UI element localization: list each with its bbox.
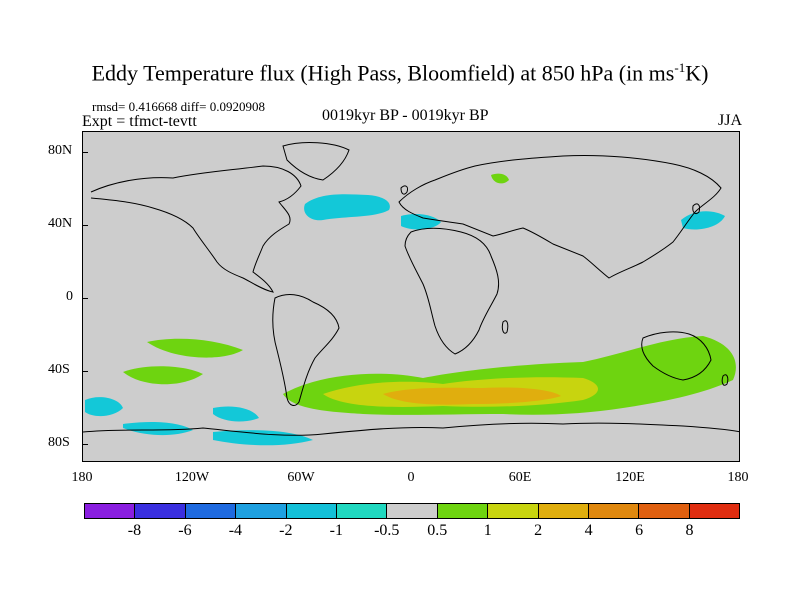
lat-tick — [82, 225, 88, 226]
season-text: JJA — [717, 112, 742, 129]
colorbar-segment — [588, 504, 640, 518]
title-main: Eddy Temperature flux (High Pass, Bloomf… — [91, 60, 675, 86]
lat-label-40s: 40S — [48, 362, 70, 377]
colorbar-label: -1 — [329, 522, 343, 539]
colorbar-segment — [437, 504, 489, 518]
colorbar-label: -8 — [127, 522, 142, 539]
lat-tick — [82, 152, 88, 153]
period-text: 0019kyr BP - 0019kyr BP — [322, 107, 489, 124]
colorbar-segment — [135, 504, 186, 518]
lon-label-60e: 60E — [508, 470, 532, 485]
stats-text: rmsd= 0.416668 diff= 0.0920908 — [92, 99, 265, 114]
lon-label-120w: 120W — [174, 470, 210, 485]
colorbar-segment — [185, 504, 237, 518]
colorbar-segment — [85, 504, 136, 518]
colorbar-label: 8 — [685, 522, 694, 539]
colorbar-label: -4 — [228, 522, 243, 539]
plot-title: Eddy Temperature flux (High Pass, Bloomf… — [0, 60, 800, 86]
lon-label-0: 0 — [407, 470, 415, 485]
title-tail: K) — [685, 60, 709, 86]
colorbar-label: -0.5 — [374, 522, 400, 539]
south-pacific-negative — [85, 397, 313, 446]
africa-coast — [404, 227, 500, 355]
lon-label-180w: 180 — [71, 470, 93, 485]
southern-ocean-max — [383, 387, 561, 405]
colorbar-label: 0.5 — [427, 522, 448, 539]
siberia-positive — [491, 173, 509, 184]
coastlines — [83, 142, 739, 436]
map-canvas — [83, 142, 739, 446]
colorbar-label: -6 — [178, 522, 192, 539]
anomaly-fills — [85, 173, 736, 446]
experiment-text: Expt = tfmct-tevtt — [82, 113, 197, 130]
world-map — [82, 131, 740, 462]
colorbar-segment — [639, 504, 690, 518]
colorbar-segment — [387, 504, 438, 518]
title-superscript: -1 — [674, 60, 686, 75]
antarctica-coast — [83, 422, 739, 436]
greenland-coast — [282, 142, 350, 181]
lat-label-80n: 80N — [48, 143, 73, 158]
colorbar-segment — [236, 504, 287, 518]
colorbar-label: -2 — [279, 522, 293, 539]
eurasia-coast — [398, 154, 722, 279]
lat-label-80s: 80S — [48, 435, 70, 450]
colorbar-label: 2 — [534, 522, 543, 539]
japan-coast — [692, 203, 700, 215]
colorbar-segment — [488, 504, 539, 518]
lat-label-40n: 40N — [48, 216, 73, 231]
north-atlantic-negative — [304, 194, 390, 221]
new-zealand-coast — [721, 374, 729, 386]
colorbar-segment — [538, 504, 589, 518]
colorbar-segment — [286, 504, 337, 518]
colorbar-segment — [336, 504, 388, 518]
madagascar-coast — [501, 320, 509, 334]
north-america-coast — [90, 165, 302, 293]
south-america-coast — [272, 294, 340, 406]
lon-label-120e: 120E — [615, 470, 645, 485]
colorbar-segment — [689, 504, 740, 518]
lat-tick — [82, 444, 88, 445]
mediterranean-negative — [401, 214, 441, 230]
lon-label-60w: 60W — [287, 470, 315, 485]
colorbar-label: 6 — [635, 522, 644, 539]
colorbar-label: 4 — [584, 522, 593, 539]
lon-label-180e: 180 — [727, 470, 749, 485]
colorbar-label: 1 — [483, 522, 492, 539]
north-pacific-negative — [681, 211, 725, 230]
uk-coast — [400, 185, 408, 195]
colorbar — [84, 503, 740, 519]
lat-tick — [82, 371, 88, 372]
lat-label-0: 0 — [66, 289, 73, 304]
australia-coast — [641, 331, 712, 381]
lat-tick — [82, 298, 88, 299]
